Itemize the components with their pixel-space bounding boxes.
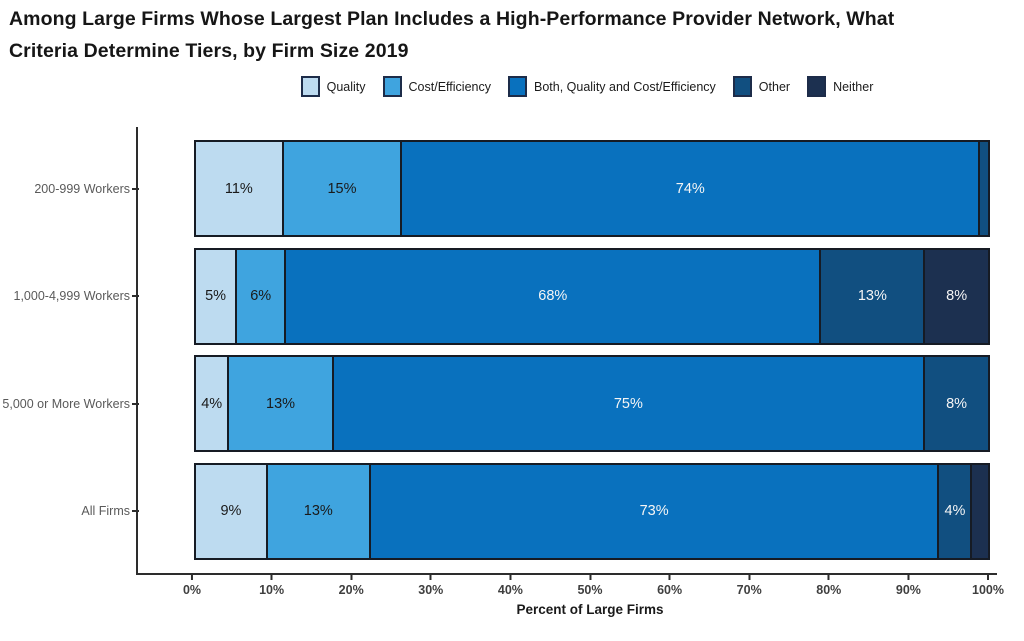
legend-swatch <box>300 76 320 97</box>
x-axis-tick: 40% <box>498 575 523 597</box>
bar-segment: 8% <box>923 249 989 343</box>
x-axis-title: Percent of Large Firms <box>516 602 664 617</box>
y-axis-tick <box>132 187 139 190</box>
x-tick-mark <box>509 575 512 580</box>
x-axis-tick: 0% <box>183 575 201 597</box>
stacked-bar: 9% 13% 73% 4% <box>194 462 990 560</box>
x-tick-label: 60% <box>657 583 683 597</box>
x-tick-label: 70% <box>736 583 762 597</box>
x-axis-tick: 80% <box>816 575 841 597</box>
category-label: All Firms <box>81 504 130 519</box>
plot-area: 200-999 Workers 11% 15% 74% 1,000-4,999 Work… <box>2 127 997 575</box>
bar-segment: 75% <box>331 357 924 451</box>
x-tick-label: 90% <box>895 583 921 597</box>
x-tick-mark <box>350 575 353 580</box>
y-axis-tick <box>132 402 139 405</box>
bar-segment: 68% <box>284 249 820 343</box>
x-axis-tick: 60% <box>657 575 682 597</box>
legend-label: Other <box>758 79 791 94</box>
legend: Quality Cost/Efficiency Both, Quality and … <box>0 76 1024 97</box>
bar-segment: 13% <box>819 249 924 343</box>
bar-row: All Firms 9% 13% 73% 4% <box>81 462 990 560</box>
category-label: 1,000-4,999 Workers <box>13 289 131 304</box>
x-tick-label: 100% <box>972 583 1004 597</box>
bar-segment: 13% <box>265 464 369 558</box>
legend-label: Quality <box>326 79 366 94</box>
x-tick-label: 20% <box>338 583 364 597</box>
chart-title-line2: Criteria Determine Tiers, by Firm Size 2… <box>9 39 409 62</box>
bar-segment: 5% <box>196 249 236 343</box>
y-axis-tick <box>132 295 139 298</box>
x-tick-label: 30% <box>418 583 444 597</box>
legend-item: Both, Quality and Cost/Efficiency <box>507 76 716 97</box>
x-axis-tick: 100% <box>972 575 1004 597</box>
legend-item: Neither <box>807 76 873 97</box>
x-axis-tick: 90% <box>896 575 921 597</box>
bar-segment <box>970 464 988 558</box>
x-tick-mark <box>907 575 910 580</box>
bar-segment: 11% <box>196 142 282 235</box>
x-axis-tick: 20% <box>339 575 364 597</box>
x-axis-tick: 70% <box>737 575 762 597</box>
chart-title-line1: Among Large Firms Whose Largest Plan Inc… <box>9 8 895 30</box>
category-label: 5,000 or More Workers <box>2 396 130 411</box>
legend-item: Quality <box>300 76 366 97</box>
bar-segment: 9% <box>196 464 266 558</box>
category-label: 200-999 Workers <box>34 181 130 196</box>
x-tick-label: 10% <box>259 583 285 597</box>
bar-segment: 6% <box>235 249 285 343</box>
legend-swatch <box>732 76 752 97</box>
stacked-bar: 5% 6% 68% 13% 8% <box>194 247 990 345</box>
x-tick-label: 0% <box>182 583 202 597</box>
bar-row: 1,000-4,999 Workers 5% 6% 68% 13% 8% <box>14 247 990 345</box>
x-tick-mark <box>986 575 989 580</box>
bar-segment: 8% <box>923 357 988 451</box>
bar-segment: 4% <box>196 357 228 451</box>
bar-segment <box>978 142 988 235</box>
legend-swatch <box>807 76 827 97</box>
x-tick-mark <box>429 575 432 580</box>
legend-item: Other <box>732 76 791 97</box>
legend-label: Neither <box>833 79 874 94</box>
bar-row: 200-999 Workers 11% 15% 74% <box>34 140 990 237</box>
bar-segment: 4% <box>937 464 971 558</box>
legend-swatch <box>507 76 527 97</box>
bar-row: 5,000 or More Workers 4% 13% 75% 8% <box>2 355 990 453</box>
x-tick-label: 80% <box>816 583 842 597</box>
bar-segment: 73% <box>368 464 938 558</box>
x-axis-tick: 50% <box>577 575 603 597</box>
y-axis-tick <box>132 510 139 513</box>
x-tick-mark <box>270 575 273 580</box>
legend-swatch <box>382 76 402 97</box>
x-axis-tick: 30% <box>418 575 443 597</box>
bar-segment: 13% <box>227 357 332 451</box>
legend-label: Cost/Efficiency <box>408 79 491 94</box>
x-axis-tick: 10% <box>259 575 284 597</box>
x-tick-mark <box>190 575 193 580</box>
stacked-bar: 4% 13% 75% 8% <box>194 355 990 453</box>
bars: 200-999 Workers 11% 15% 74% 1,000-4,999 Work… <box>2 127 990 573</box>
bar-segment: 15% <box>281 142 401 235</box>
x-tick-mark <box>589 575 591 580</box>
x-axis-ticks: 0% 10% 20% 30% 40% 50% 60% 70% 80% 90% 100% <box>183 575 1004 609</box>
x-tick-label: 50% <box>577 583 603 597</box>
x-tick-mark <box>748 575 751 580</box>
chart-title: Among Large Firms Whose Largest Plan Inc… <box>9 4 969 67</box>
legend-item: Cost/Efficiency <box>382 76 491 97</box>
legend-label: Both, Quality and Cost/Efficiency <box>533 79 716 94</box>
stacked-bar: 11% 15% 74% <box>194 140 990 237</box>
x-tick-label: 40% <box>497 583 523 597</box>
x-tick-mark <box>668 575 671 580</box>
x-tick-mark <box>827 575 830 580</box>
bar-segment: 74% <box>400 142 979 235</box>
